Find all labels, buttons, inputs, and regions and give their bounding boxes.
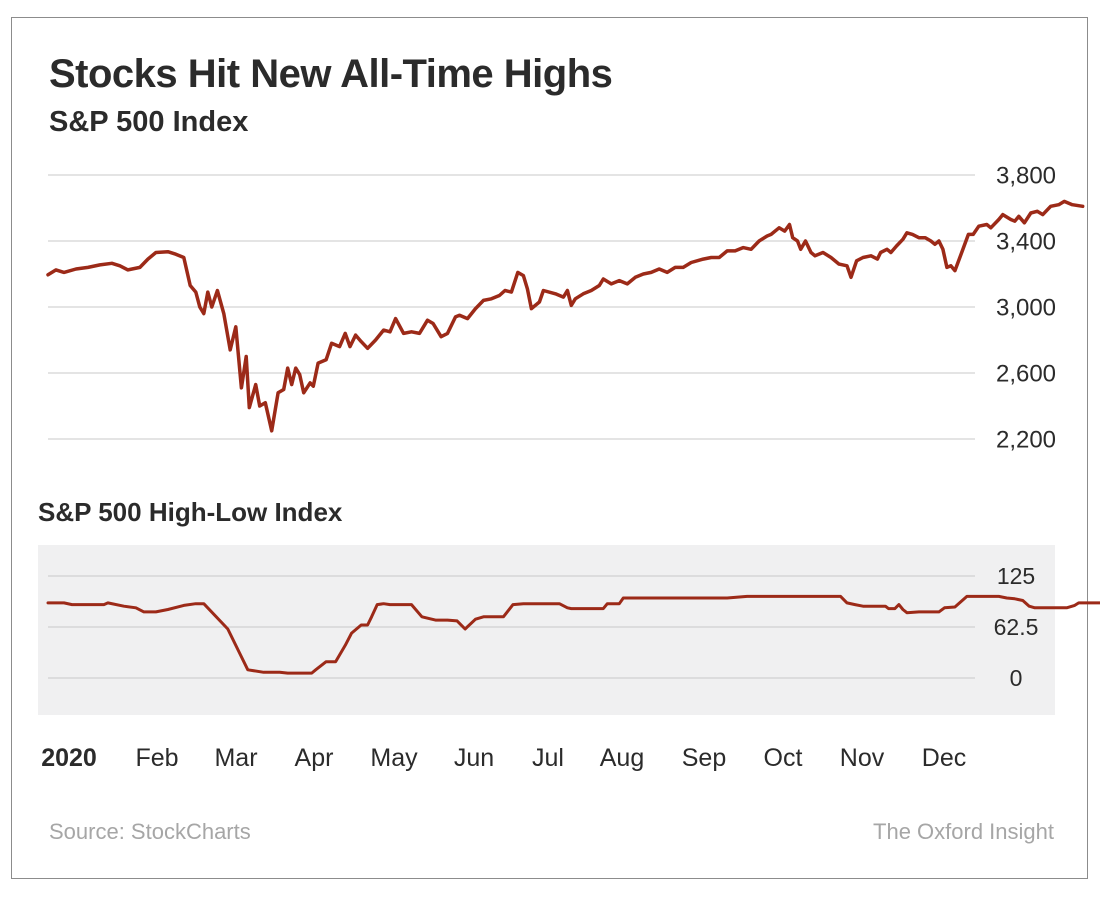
y-tick-label: 2,200 — [996, 426, 1056, 453]
high-low-title: S&P 500 High-Low Index — [38, 497, 343, 527]
series-line-s-p-500 — [46, 199, 1085, 433]
y-tick-label: 3,400 — [996, 228, 1056, 255]
y-tick-label: 2,600 — [996, 360, 1056, 387]
sp500-line-chart: 2,200 2,600 3,000 3,400 3,800 — [46, 162, 1085, 453]
y-tick-label: 3,000 — [996, 294, 1056, 321]
brand-credit: The Oxford Insight — [873, 819, 1054, 844]
chart-frame — [11, 17, 1088, 879]
chart-title: Stocks Hit New All-Time Highs — [49, 52, 613, 96]
chart-subtitle: S&P 500 Index — [49, 106, 249, 138]
y-tick-label: 3,800 — [996, 162, 1056, 189]
source-note: Source: StockCharts — [49, 819, 251, 844]
